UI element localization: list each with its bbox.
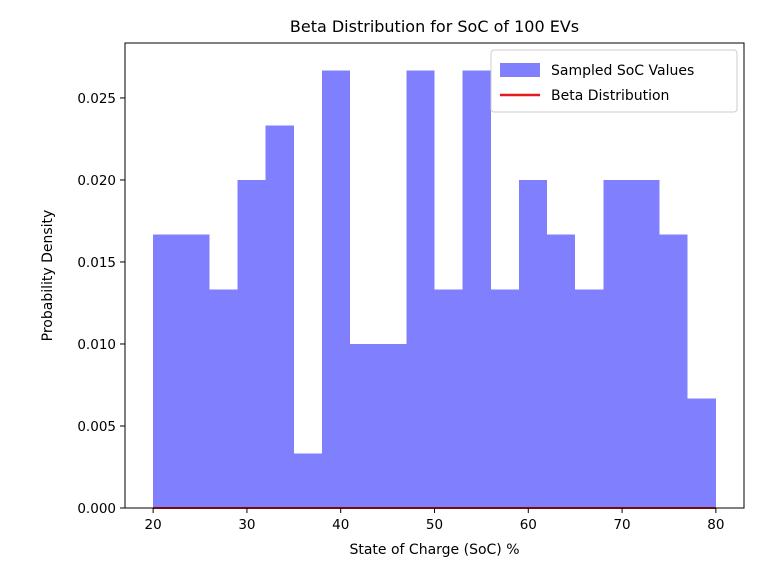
- x-axis-label: State of Charge (SoC) %: [349, 542, 519, 558]
- y-axis-ticks: 0.000 0.005 0.010 0.015 0.020 0.025: [77, 91, 125, 517]
- legend-label-beta: Beta Distribution: [551, 88, 669, 104]
- histogram-bar: [181, 234, 210, 508]
- x-tick-label: 80: [707, 517, 724, 533]
- legend-box: [490, 49, 738, 113]
- y-tick-label: 0.025: [77, 91, 116, 107]
- histogram-bar: [350, 343, 379, 508]
- histogram-bar: [547, 234, 576, 508]
- histogram-bar: [462, 70, 491, 509]
- histogram-bar: [434, 289, 463, 508]
- y-tick-label: 0.015: [77, 255, 116, 271]
- histogram-bar: [575, 289, 604, 508]
- histogram-bar: [153, 234, 182, 508]
- x-tick-label: 50: [426, 517, 443, 533]
- histogram-bar: [687, 398, 716, 508]
- x-tick-label: 40: [332, 517, 349, 533]
- histogram-bar: [518, 179, 548, 508]
- x-tick-label: 20: [145, 517, 162, 533]
- y-tick-label: 0.010: [77, 337, 116, 353]
- x-tick-label: 70: [613, 517, 630, 533]
- legend-swatch-sampled: [500, 63, 540, 77]
- histogram-bar: [293, 453, 322, 508]
- histogram-bar: [631, 179, 660, 508]
- histogram-bar: [237, 179, 266, 508]
- legend: Sampled SoC Values Beta Distribution: [490, 49, 738, 113]
- histogram-bar: [406, 70, 435, 509]
- histogram-bar: [603, 179, 632, 508]
- histogram-bar: [490, 289, 519, 508]
- x-tick-label: 30: [238, 517, 255, 533]
- histogram-bar: [659, 234, 688, 508]
- histogram-bar: [321, 70, 351, 509]
- histogram-bars: [153, 70, 716, 509]
- histogram-bar: [265, 125, 294, 508]
- x-tick-label: 60: [520, 517, 537, 533]
- histogram-bar: [378, 343, 407, 508]
- legend-label-sampled: Sampled SoC Values: [551, 63, 694, 79]
- y-tick-label: 0.000: [77, 501, 116, 517]
- x-axis-ticks: 20 30 40 50 60 70 80: [145, 508, 724, 533]
- chart-title: Beta Distribution for SoC of 100 EVs: [290, 17, 579, 36]
- y-tick-label: 0.020: [77, 173, 116, 189]
- y-tick-label: 0.005: [77, 419, 116, 435]
- histogram-bar: [209, 289, 238, 508]
- y-axis-label: Probability Density: [40, 210, 56, 342]
